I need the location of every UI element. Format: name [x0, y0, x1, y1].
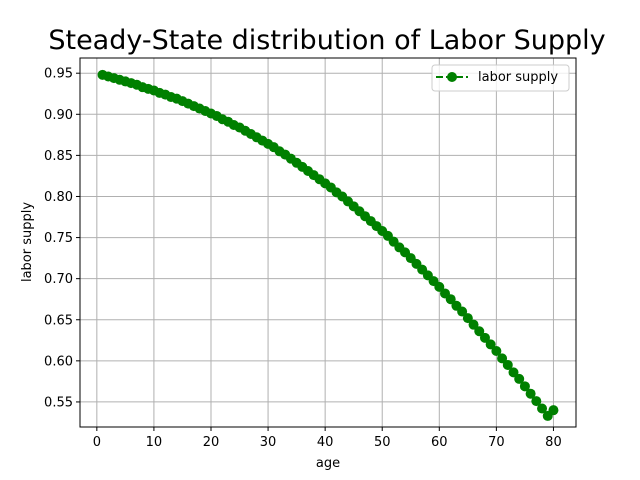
- x-tick-label: 0: [93, 435, 101, 450]
- x-tick-label: 20: [203, 435, 220, 450]
- data-point: [508, 367, 519, 378]
- legend-box: [431, 64, 570, 92]
- y-tick-label: 0.75: [44, 231, 73, 246]
- x-tick-label: 80: [545, 435, 562, 450]
- data-point: [434, 281, 445, 292]
- y-tick-label: 0.90: [44, 108, 73, 123]
- x-tick-label: 30: [260, 435, 277, 450]
- data-point: [537, 403, 548, 414]
- x-tick-label: 50: [374, 435, 391, 450]
- plot-area-frame: [79, 57, 577, 428]
- data-point: [474, 326, 485, 337]
- data-point: [497, 353, 508, 364]
- series-layer: [97, 69, 559, 421]
- y-tick-label: 0.60: [44, 354, 73, 369]
- data-point: [514, 373, 525, 384]
- y-axis-label: labor supply: [20, 202, 35, 282]
- data-point: [479, 332, 490, 343]
- data-point: [525, 388, 536, 399]
- legend-label: labor supply: [478, 70, 558, 85]
- data-point: [519, 381, 530, 392]
- y-tick-label: 0.85: [44, 149, 73, 164]
- data-point: [485, 339, 496, 350]
- y-tick-label: 0.65: [44, 313, 73, 328]
- series-line: [102, 73, 555, 418]
- data-point: [491, 345, 502, 356]
- x-tick-label: 70: [488, 435, 505, 450]
- legend-marker-sample: [447, 72, 457, 82]
- chart-title: Steady-State distribution of Labor Suppl…: [48, 25, 605, 56]
- data-point: [445, 294, 456, 305]
- x-axis-ticks: 0 10 20 30 40 50 60 70 80: [93, 427, 562, 450]
- x-tick-label: 10: [146, 435, 163, 450]
- data-point: [462, 313, 473, 324]
- data-point: [531, 396, 542, 407]
- y-tick-label: 0.80: [44, 190, 73, 205]
- data-point: [457, 306, 468, 317]
- data-point: [502, 359, 513, 370]
- grid: [80, 58, 576, 427]
- data-point: [548, 405, 559, 416]
- data-point: [468, 319, 479, 330]
- legend: labor supply: [431, 64, 570, 92]
- x-tick-label: 60: [431, 435, 448, 450]
- x-axis-label: age: [316, 456, 340, 471]
- y-tick-label: 0.55: [44, 395, 73, 410]
- y-axis-ticks: 0.55 0.60 0.65 0.70 0.75 0.80 0.85 0.90 0.95: [44, 67, 80, 410]
- x-tick-label: 40: [317, 435, 334, 450]
- y-tick-label: 0.70: [44, 272, 73, 287]
- y-tick-label: 0.95: [44, 67, 73, 82]
